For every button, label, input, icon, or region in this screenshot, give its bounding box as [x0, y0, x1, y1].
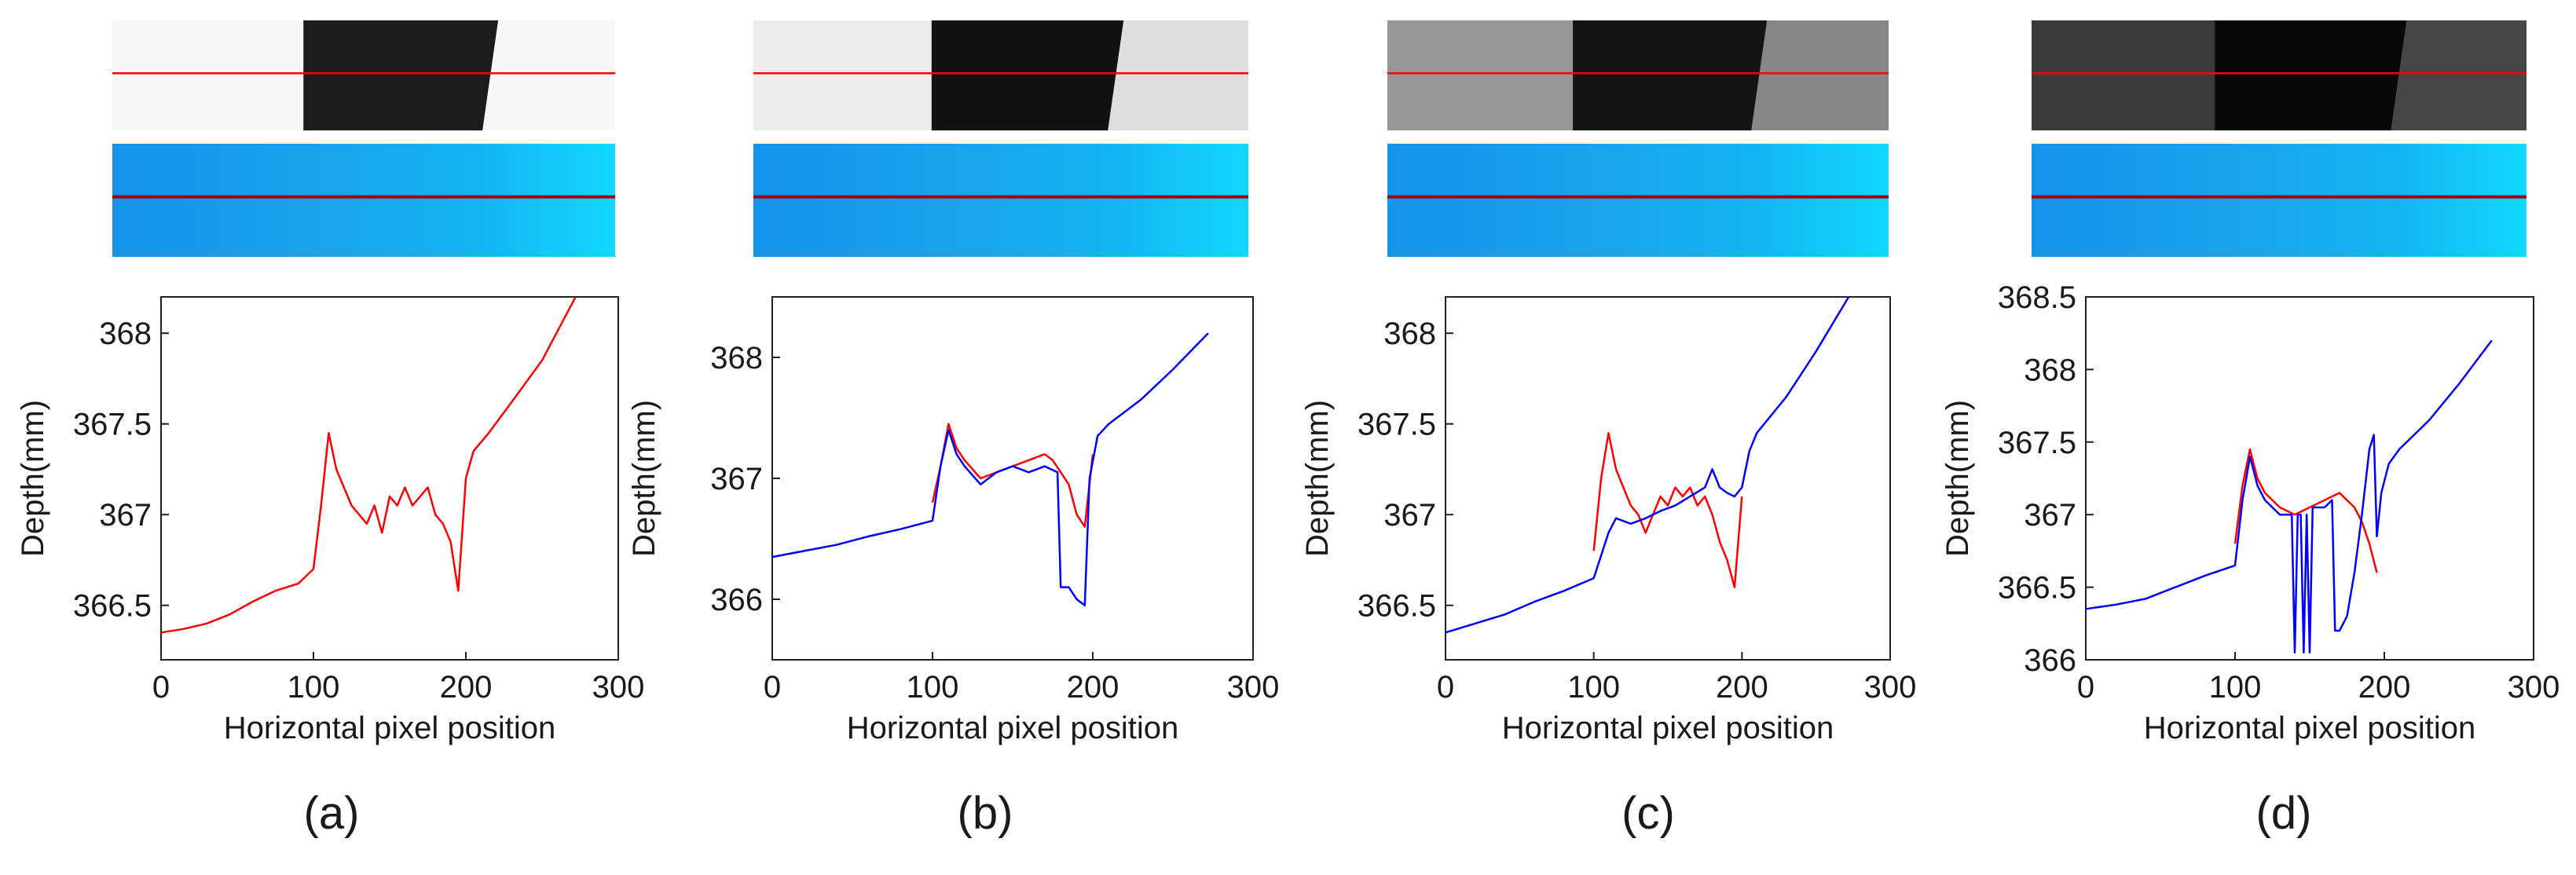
y-tick-label: 368 — [1383, 317, 1436, 351]
x-tick-label: 100 — [2209, 670, 2262, 705]
depth-image — [753, 144, 1248, 257]
depth-map — [1387, 144, 1889, 257]
panel-label: (d) — [2256, 788, 2312, 839]
series-line-2 — [771, 332, 1209, 606]
intensity-left-region — [2032, 20, 2215, 130]
y-tick-label: 366.5 — [1998, 571, 2076, 606]
x-axis-label: Horizontal pixel position — [847, 711, 1178, 745]
x-tick-label: 200 — [440, 670, 493, 705]
y-axis-label: Depth(mm) — [1940, 400, 1975, 557]
intensity-dark-region — [2215, 20, 2407, 130]
x-tick-label: 0 — [152, 670, 170, 705]
y-tick-label: 368 — [2024, 353, 2076, 387]
intensity-image — [112, 20, 615, 130]
x-tick-label: 300 — [2508, 670, 2560, 705]
y-tick-label: 367 — [2024, 498, 2076, 533]
line-chart: 0 100 200 300 366.5 367 367.5 368 Horizontal pix… — [1300, 296, 1917, 745]
plot-area — [2085, 296, 2534, 661]
intensity-left-region — [1387, 20, 1574, 130]
series-line-1 — [1592, 432, 1743, 588]
plot-area — [1445, 296, 1891, 661]
series-line-1 — [160, 296, 577, 634]
x-tick-label: 100 — [907, 670, 959, 705]
line-chart: 0 100 200 300 366 367 368 Horizontal pixel posi… — [627, 296, 1280, 745]
y-tick-label: 367 — [710, 462, 763, 496]
x-tick-label: 0 — [764, 670, 781, 705]
x-tick-label: 300 — [1227, 670, 1280, 705]
line-chart: 0 100 200 300 366 366.5 367 367.5 368 368.5 Horizo… — [1940, 280, 2560, 745]
intensity-dark-region — [1573, 20, 1768, 130]
x-tick-label: 100 — [1567, 670, 1620, 705]
depth-map — [753, 144, 1248, 257]
intensity-right-region — [2391, 20, 2527, 130]
y-axis-label: Depth(mm) — [16, 400, 50, 557]
intensity-image — [1387, 20, 1889, 130]
y-axis-label: Depth(mm) — [627, 400, 661, 557]
panel-2: 0 100 200 300 366 367 368 Horizontal pixel posi… — [627, 20, 1279, 839]
x-tick-label: 0 — [1437, 670, 1454, 705]
series-line-2 — [1445, 296, 1850, 634]
y-tick-label: 366.5 — [73, 589, 152, 624]
intensity-right-region — [1108, 20, 1248, 130]
plot-area — [771, 296, 1254, 661]
y-tick-label: 367 — [1383, 498, 1436, 533]
y-tick-label: 367.5 — [73, 408, 152, 442]
y-tick-label: 368 — [710, 341, 763, 375]
y-tick-label: 368.5 — [1998, 280, 2076, 315]
plot-area — [160, 296, 619, 661]
y-axis-label: Depth(mm) — [1300, 400, 1335, 557]
y-tick-label: 367.5 — [1358, 408, 1436, 442]
y-tick-label: 366 — [2024, 643, 2076, 678]
x-axis-label: Horizontal pixel position — [2144, 711, 2475, 745]
x-tick-label: 300 — [592, 670, 645, 705]
intensity-dark-region — [931, 20, 1124, 130]
y-tick-label: 366.5 — [1358, 589, 1436, 624]
intensity-dark-region — [303, 20, 499, 130]
panel-1: 0 100 200 300 366.5 367 367.5 368 Horizontal pix… — [16, 20, 644, 839]
x-axis-label: Horizontal pixel position — [1502, 711, 1834, 745]
x-tick-label: 200 — [1716, 670, 1768, 705]
x-tick-label: 100 — [288, 670, 340, 705]
series-line-1 — [931, 423, 1094, 528]
x-axis-label: Horizontal pixel position — [224, 711, 555, 745]
x-tick-label: 300 — [1864, 670, 1917, 705]
panel-label: (c) — [1621, 788, 1675, 839]
y-tick-label: 368 — [99, 317, 152, 351]
panel-4: 0 100 200 300 366 366.5 367 367.5 368 368.5 Horizo… — [1940, 20, 2560, 839]
intensity-left-region — [753, 20, 932, 130]
intensity-left-region — [112, 20, 304, 130]
intensity-right-region — [1751, 20, 1889, 130]
y-tick-label: 366 — [710, 583, 763, 617]
intensity-image — [753, 20, 1248, 130]
y-tick-label: 367.5 — [1998, 426, 2076, 460]
x-tick-label: 200 — [2358, 670, 2411, 705]
y-tick-label: 367 — [99, 498, 152, 533]
depth-image — [112, 144, 615, 257]
panel-label: (b) — [958, 788, 1013, 839]
line-chart: 0 100 200 300 366.5 367 367.5 368 Horizontal pix… — [16, 296, 645, 745]
panel-3: 0 100 200 300 366.5 367 367.5 368 Horizontal pix… — [1300, 20, 1916, 839]
depth-map — [2032, 144, 2527, 257]
depth-image — [2032, 144, 2527, 257]
depth-image — [1387, 144, 1889, 257]
series-line-2 — [2085, 339, 2493, 654]
intensity-right-region — [482, 20, 615, 130]
x-tick-label: 0 — [2077, 670, 2094, 705]
x-tick-label: 200 — [1067, 670, 1119, 705]
intensity-image — [2032, 20, 2527, 130]
panel-label: (a) — [304, 788, 360, 839]
depth-map — [112, 144, 615, 257]
